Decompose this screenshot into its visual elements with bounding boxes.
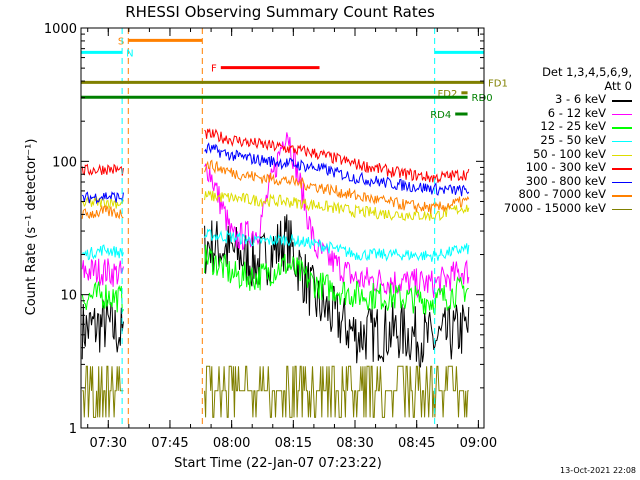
series-layer [81, 127, 470, 418]
interval-label: RD0 [472, 93, 493, 104]
x-tick-label: 09:00 [460, 436, 497, 451]
x-tick-label: 07:45 [151, 436, 188, 451]
chart-title: RHESSI Observing Summary Count Rates [125, 3, 435, 21]
legend-swatch [612, 140, 632, 143]
interval-label: FD2 [438, 89, 458, 100]
legend-swatch [612, 208, 632, 211]
legend-label: 100 - 300 keV [525, 160, 606, 175]
legend-label: 25 - 50 keV [540, 132, 606, 147]
interval-f: F [211, 64, 320, 75]
legend-swatch [612, 100, 632, 102]
series-line [81, 159, 470, 220]
legend-entry: 3 - 6 keV [486, 93, 636, 107]
legend-entry: 7000 - 15000 keV [486, 200, 636, 216]
legend-swatch [612, 154, 632, 157]
interval-label: FD1 [488, 78, 508, 89]
series-line [81, 244, 469, 315]
y-tick-label: 100 [52, 155, 77, 170]
series-800-7000kev [81, 159, 470, 220]
interval-rd4: RD4 [430, 110, 468, 121]
legend-swatch [612, 168, 632, 170]
interval-fd2: FD2 [438, 89, 468, 100]
series-line [81, 127, 470, 183]
legend-entry: 300 - 800 keV [486, 173, 636, 189]
legend-entry: 12 - 25 keV [486, 120, 636, 134]
legend-swatch [612, 127, 632, 129]
interval-fd1: FD1 [81, 78, 508, 89]
legend-title-2: Att 0 [604, 78, 632, 93]
series-line [81, 228, 470, 262]
y-tick-label: 1 [69, 422, 77, 437]
timestamp: 13-Oct-2021 22:08 [560, 466, 636, 475]
series-12-25kev [81, 244, 469, 315]
legend-swatch [612, 113, 632, 116]
interval-label: RD4 [430, 110, 451, 121]
legend-swatch [612, 195, 632, 197]
interval-label: F [211, 64, 217, 75]
x-tick-label: 08:45 [398, 436, 435, 451]
legend-entry: 6 - 12 keV [486, 105, 636, 121]
legend-swatch [612, 181, 632, 184]
legend-entry: 50 - 100 keV [486, 146, 636, 162]
y-tick-label: 1000 [44, 22, 77, 37]
legend-label: 300 - 800 keV [525, 173, 606, 188]
series-line [81, 142, 470, 205]
interval-s: S [118, 28, 203, 428]
legend-entry: 25 - 50 keV [486, 132, 636, 148]
series-300-800kev [81, 142, 470, 205]
axes: 1 10 100 1000 07:30 07:45 08:00 08:15 08:30 08:45… [44, 22, 497, 451]
series-7000-15000kev [82, 365, 469, 418]
x-tick-label: 08:15 [275, 436, 312, 451]
legend-label: 800 - 7000 keV [518, 187, 606, 202]
legend-label: 50 - 100 keV [533, 146, 606, 161]
legend-title-1: Det 1,3,4,5,6,9, [542, 65, 632, 79]
legend-label: 12 - 25 keV [540, 119, 606, 134]
x-axis-label: Start Time (22-Jan-07 07:23:22) [174, 456, 382, 471]
x-tick-label: 08:00 [213, 436, 250, 451]
x-tick-label: 08:30 [336, 436, 373, 451]
series-line [82, 365, 469, 418]
series-100-300kev [81, 127, 470, 183]
interval-rd0: RD0 [81, 93, 493, 104]
plot-frame [80, 27, 485, 429]
interval-label: S [118, 36, 124, 47]
y-tick-label: 10 [60, 289, 77, 304]
legend-label: 7000 - 15000 keV [503, 200, 606, 215]
legend-entry: 100 - 300 keV [486, 161, 636, 175]
y-axis-label: Count Rate (s⁻¹ detector⁻¹) [24, 139, 39, 316]
x-tick-label: 07:30 [90, 436, 127, 451]
legend: Det 1,3,4,5,6,9, Att 0 3 - 6 keV 6 - 12 k… [486, 65, 636, 216]
legend-label: 3 - 6 keV [555, 92, 606, 107]
interval-label: N [126, 48, 133, 59]
legend-label: 6 - 12 keV [547, 105, 606, 120]
series-25-50kev [81, 228, 470, 262]
legend-entry: 800 - 7000 keV [486, 188, 636, 202]
